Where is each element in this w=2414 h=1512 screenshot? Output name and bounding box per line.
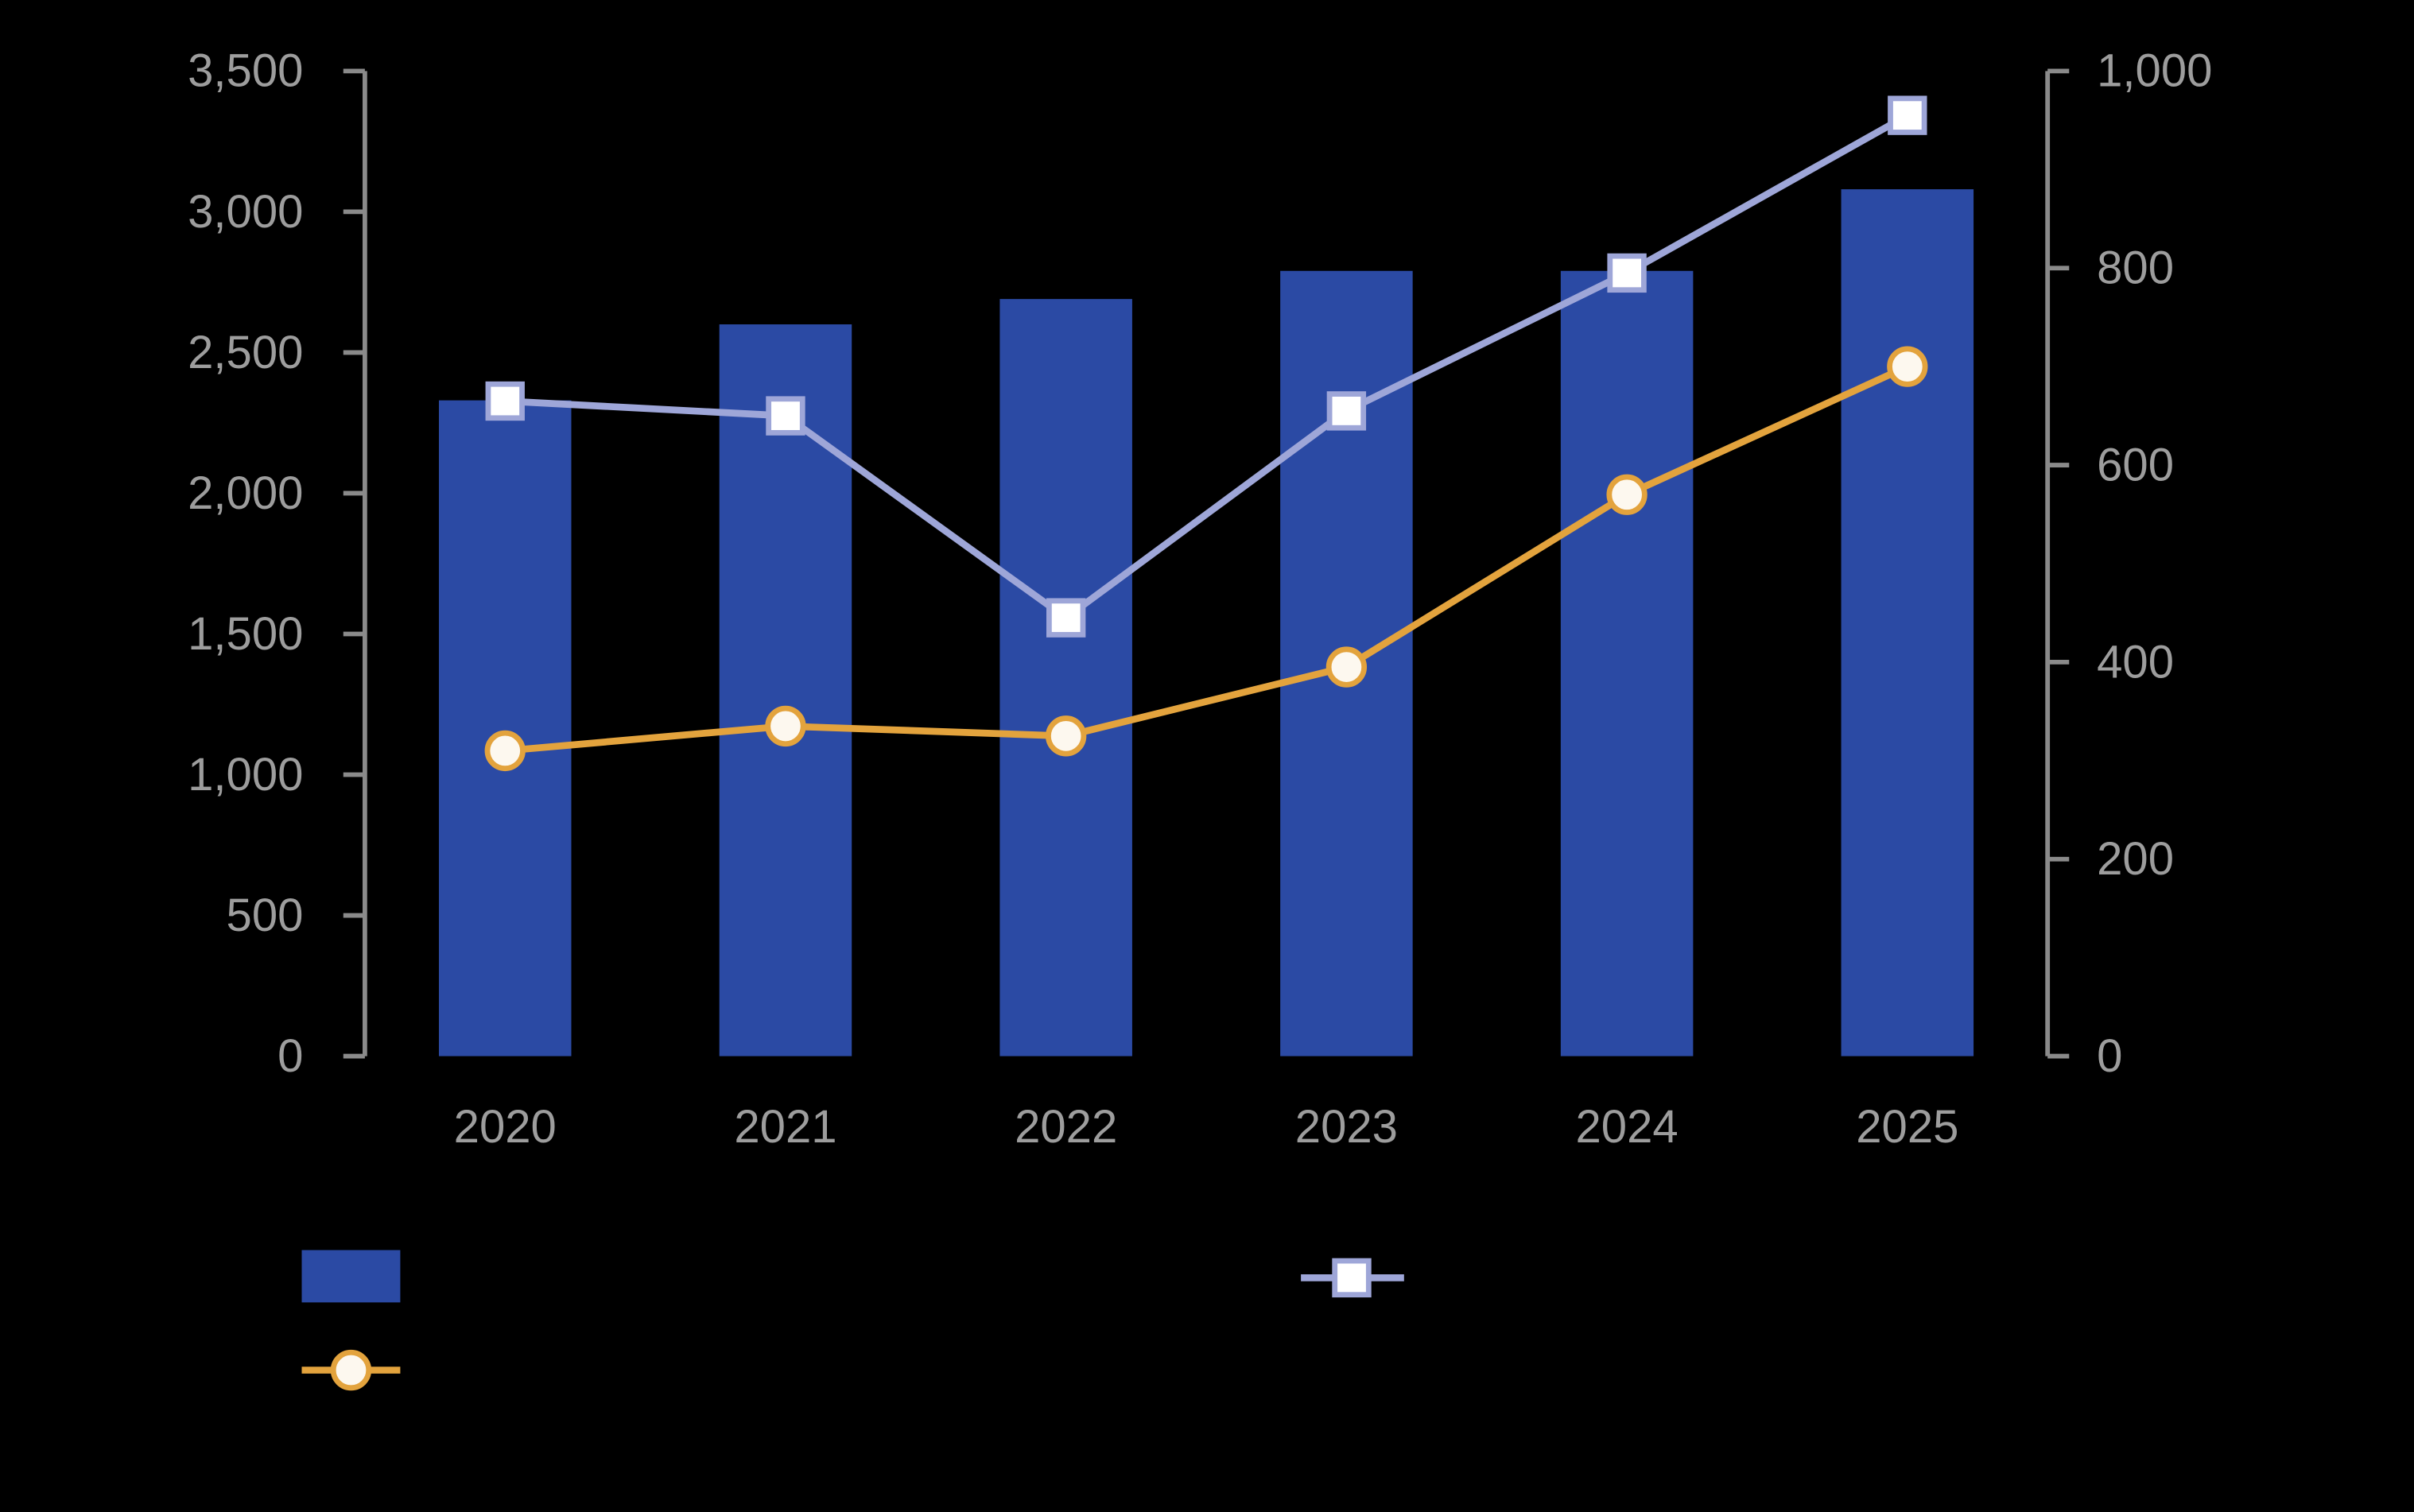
bar-2020 (438, 400, 572, 1056)
square-marker-2024 (1607, 253, 1647, 293)
square-marker-2020 (485, 381, 525, 421)
bar-2022 (999, 299, 1132, 1056)
legend-circle-marker-icon (330, 1349, 372, 1391)
left-axis-label: 0 (277, 1030, 303, 1082)
circle-marker-2023 (1325, 646, 1368, 688)
legend-swatch-bar (301, 1250, 401, 1303)
circle-marker-2024 (1606, 474, 1647, 515)
x-axis-label: 2024 (1576, 1101, 1679, 1153)
x-axis-label: 2025 (1856, 1101, 1958, 1153)
x-axis-label: 2020 (454, 1101, 557, 1153)
x-axis-label: 2021 (734, 1101, 836, 1153)
left-axis-label: 3,500 (188, 45, 303, 97)
left-axis-label: 1,500 (188, 608, 303, 660)
x-axis-label: 2022 (1015, 1101, 1117, 1153)
left-axis-label: 1,000 (188, 749, 303, 801)
bar-2025 (1841, 189, 1974, 1056)
circle-marker-2025 (1887, 346, 1928, 387)
left-axis-label: 500 (227, 890, 304, 941)
right-axis-label: 200 (2097, 833, 2174, 885)
line-squares-path (505, 112, 1909, 622)
circle-marker-2020 (484, 730, 526, 772)
right-axis-label: 1,000 (2097, 45, 2212, 97)
circle-marker-2021 (765, 705, 806, 747)
x-axis-label: 2023 (1295, 1101, 1398, 1153)
right-axis-label: 800 (2097, 242, 2174, 294)
right-axis-label: 400 (2097, 636, 2174, 688)
circle-marker-2022 (1046, 715, 1087, 757)
legend-square-marker-icon (1332, 1258, 1372, 1298)
left-axis-label: 2,500 (188, 327, 303, 378)
square-marker-2023 (1326, 391, 1367, 431)
square-marker-2022 (1046, 598, 1086, 638)
square-marker-2025 (1888, 95, 1927, 135)
square-marker-2021 (766, 396, 805, 436)
right-axis-label: 0 (2097, 1030, 2122, 1082)
line-circles-path (504, 363, 1909, 754)
bar-2024 (1560, 270, 1694, 1056)
left-axis-label: 3,000 (188, 186, 303, 238)
left-axis-label: 2,000 (188, 467, 303, 519)
right-axis-label: 600 (2097, 439, 2174, 490)
